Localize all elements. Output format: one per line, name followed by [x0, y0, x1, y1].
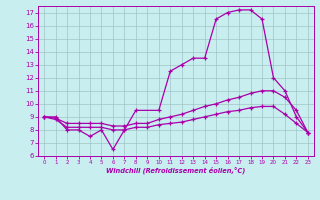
X-axis label: Windchill (Refroidissement éolien,°C): Windchill (Refroidissement éolien,°C): [106, 167, 246, 174]
